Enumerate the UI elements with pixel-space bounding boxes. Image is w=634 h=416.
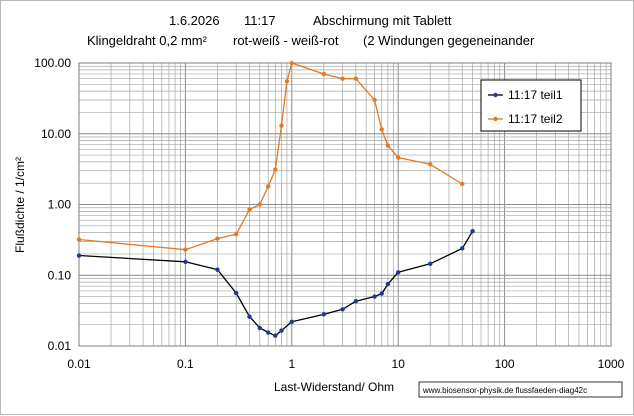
title-date: 1.6.2026 (169, 13, 220, 28)
legend: 11:17 teil1 11:17 teil2 (480, 79, 582, 132)
subtitle-wire: Klingeldraht 0,2 mm² (87, 33, 208, 48)
data-point-2 (265, 184, 271, 189)
watermark-text: www.biosensor-physik.de flussfaeden-diag… (422, 386, 587, 395)
y-axis-label: Flußdichte / 1/cm² (13, 157, 27, 253)
data-point-1 (279, 328, 284, 333)
data-point-1 (257, 325, 262, 331)
data-point-2 (372, 97, 377, 103)
data-point-1 (321, 312, 327, 317)
data-point-1 (353, 298, 359, 304)
y-tick-label: 0.01 (48, 339, 72, 353)
watermark: www.biosensor-physik.de flussfaeden-diag… (418, 381, 623, 398)
data-point-1 (233, 290, 239, 296)
data-point-1 (215, 267, 220, 272)
legend-label-teil1: 11:17 teil1 (508, 88, 563, 102)
data-point-1 (340, 307, 345, 312)
legend-label-teil2: 11:17 teil2 (508, 112, 563, 126)
data-point-2 (284, 79, 290, 84)
series-layer (76, 60, 475, 338)
x-tick-label: 100 (495, 357, 515, 371)
data-point-2 (321, 71, 327, 77)
data-point-2 (460, 181, 465, 187)
subtitle-colors: rot-weiß - weiß-rot (233, 33, 339, 48)
data-point-2 (273, 167, 278, 172)
data-point-2 (353, 76, 359, 81)
data-point-2 (183, 247, 188, 252)
data-point-2 (340, 76, 345, 81)
x-axis-label: Last-Widerstand/ Ohm (274, 380, 394, 394)
x-tick-label: 1000 (598, 357, 625, 371)
data-point-1 (265, 330, 271, 335)
legend-marker-teil1 (493, 92, 498, 98)
data-point-1 (379, 291, 384, 296)
data-point-1 (289, 319, 294, 324)
data-point-2 (215, 236, 220, 241)
data-point-1 (470, 228, 475, 234)
data-point-1 (372, 294, 377, 299)
y-tick-label: 0.10 (48, 268, 72, 282)
data-point-2 (396, 155, 401, 160)
data-point-1 (273, 333, 278, 338)
data-point-2 (279, 123, 284, 128)
data-point-2 (233, 232, 239, 237)
y-tick-label: 1.00 (48, 198, 72, 212)
x-tick-label: 0.01 (67, 357, 91, 371)
y-tick-label: 100.00 (34, 56, 71, 70)
data-point-2 (385, 143, 391, 148)
title-time: 11:17 (244, 13, 276, 28)
series-line-1 (78, 230, 474, 337)
data-point-1 (460, 246, 465, 251)
data-point-1 (247, 314, 252, 319)
title-text: Abschirmung mit Tablett (313, 13, 452, 28)
legend-marker-teil2 (493, 116, 498, 122)
data-point-1 (76, 253, 82, 258)
x-tick-label: 0.1 (177, 357, 194, 371)
data-point-2 (428, 162, 433, 167)
data-point-2 (379, 127, 384, 132)
data-point-2 (247, 207, 252, 212)
data-point-1 (428, 261, 433, 267)
y-tick-labels: 0.01 0.10 1.00 10.00 100.00 (34, 56, 71, 353)
plot-border (78, 62, 612, 347)
y-tick-label: 10.00 (41, 127, 71, 141)
x-tick-labels: 0.01 0.1 1 10 100 1000 (67, 357, 624, 371)
x-tick-label: 10 (392, 357, 406, 371)
data-point-2 (257, 202, 262, 207)
watermark-box (418, 381, 623, 398)
data-point-1 (183, 259, 188, 264)
x-tick-label: 1 (288, 357, 295, 371)
data-point-1 (396, 270, 401, 275)
subtitle-windings: (2 Windungen gegeneinander (363, 33, 535, 48)
data-point-2 (76, 237, 82, 242)
series-line-2 (78, 62, 463, 251)
legend-box (480, 79, 582, 132)
data-point-1 (385, 281, 391, 287)
data-point-2 (289, 60, 294, 66)
